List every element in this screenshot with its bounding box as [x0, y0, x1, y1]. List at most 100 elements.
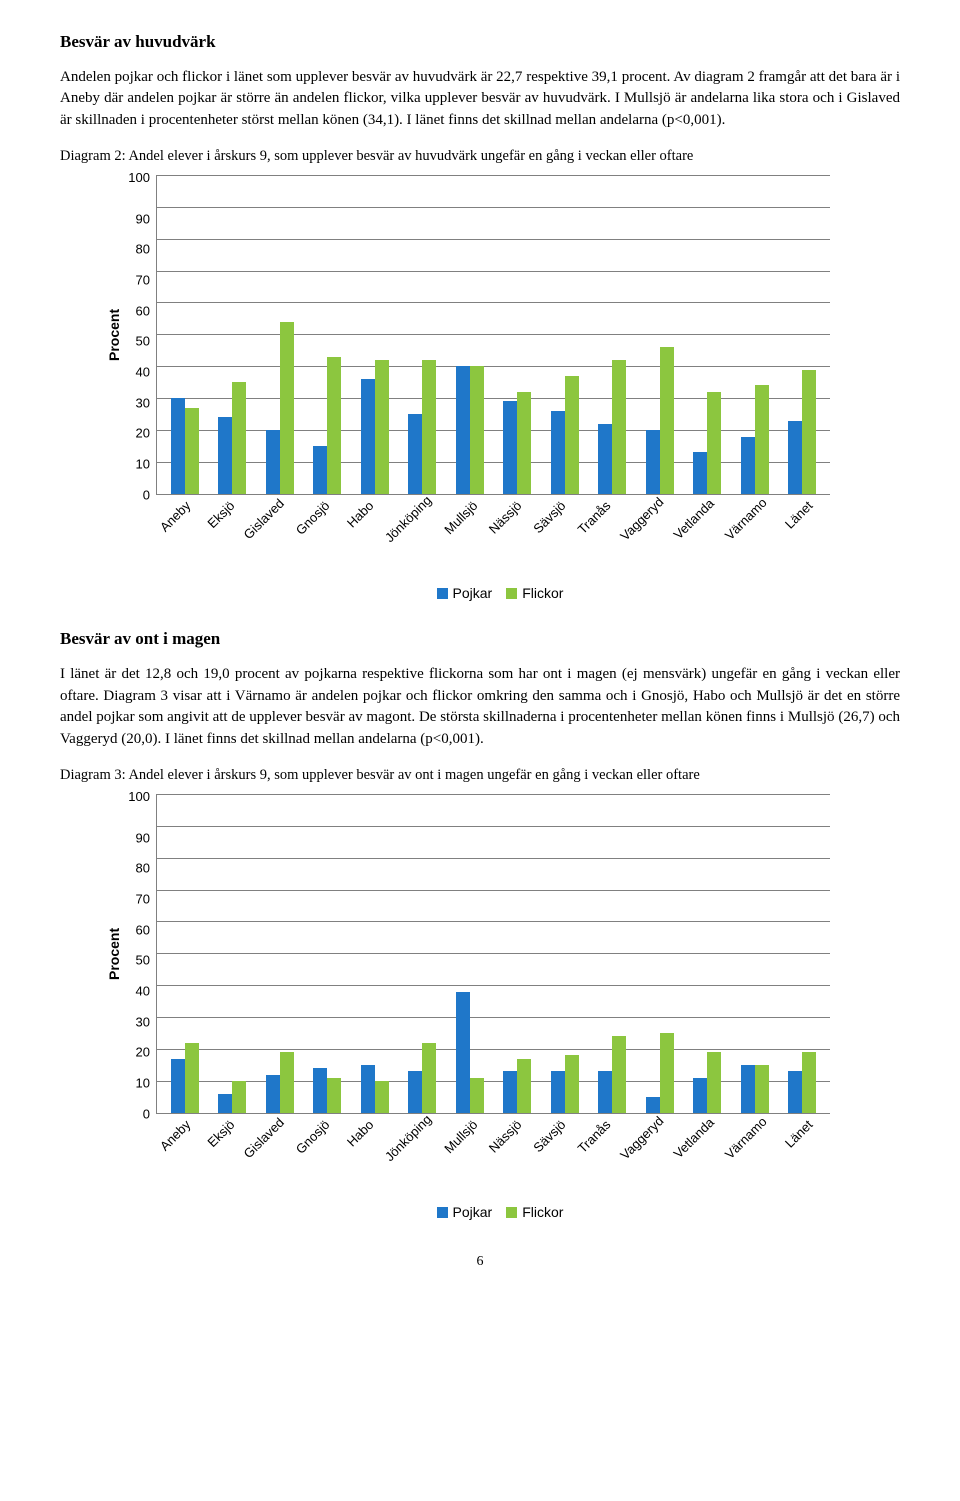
legend-pojkar: Pojkar [437, 583, 493, 603]
bar-group [304, 794, 352, 1113]
chart2-plot [156, 175, 830, 495]
ytick: 50 [128, 954, 150, 967]
section2-para: I länet är det 12,8 och 19,0 procent av … [60, 664, 900, 751]
bar-group [541, 794, 589, 1113]
bar-pojkar [456, 992, 470, 1113]
bar-pojkar [646, 430, 660, 494]
bar-flickor [707, 392, 721, 494]
xtick: Länet [773, 1116, 841, 1184]
bar-pojkar [361, 379, 375, 494]
bar-group [351, 175, 399, 494]
bar-group [684, 794, 732, 1113]
bar-pojkar [598, 424, 612, 494]
bar-group [494, 175, 542, 494]
swatch-flickor-3 [506, 1207, 517, 1218]
ytick: 20 [128, 1046, 150, 1059]
bar-pojkar [408, 1071, 422, 1112]
bar-group [161, 794, 209, 1113]
bar-group [779, 175, 827, 494]
bar-pojkar [503, 401, 517, 494]
ytick: 10 [128, 1077, 150, 1090]
chart3-plot [156, 794, 830, 1114]
bar-pojkar [551, 1071, 565, 1112]
bar-group [779, 794, 827, 1113]
bar-pojkar [788, 1071, 802, 1112]
section1-para: Andelen pojkar och flickor i länet som u… [60, 67, 900, 132]
chart3-legend: Pojkar Flickor [100, 1202, 900, 1222]
bar-flickor [375, 360, 389, 494]
bar-pojkar [313, 1068, 327, 1113]
bar-group [731, 175, 779, 494]
section1-heading: Besvär av huvudvärk [60, 30, 900, 55]
ytick: 40 [128, 366, 150, 379]
bar-pojkar [171, 398, 185, 494]
ytick: 60 [128, 304, 150, 317]
bar-group [399, 794, 447, 1113]
bar-flickor [185, 408, 199, 494]
ytick: 90 [128, 212, 150, 225]
bar-flickor [280, 322, 294, 494]
ytick: 100 [128, 790, 150, 803]
legend-pojkar-label-3: Pojkar [453, 1202, 493, 1222]
ytick: 30 [128, 1015, 150, 1028]
ytick: 0 [128, 488, 150, 501]
chart2: Procent 1009080706050403020100 AnebyEksj… [100, 175, 830, 555]
bar-pojkar [266, 430, 280, 494]
bar-group [161, 175, 209, 494]
bar-flickor [375, 1081, 389, 1113]
ytick: 90 [128, 831, 150, 844]
bar-flickor [232, 382, 246, 494]
bar-group [446, 175, 494, 494]
bar-flickor [802, 370, 816, 494]
chart2-ylabel: Procent [100, 175, 128, 495]
bar-pojkar [693, 1078, 707, 1113]
bar-group [636, 794, 684, 1113]
ytick: 80 [128, 243, 150, 256]
swatch-pojkar [437, 588, 448, 599]
bar-group [684, 175, 732, 494]
bar-flickor [755, 1065, 769, 1113]
ytick: 70 [128, 892, 150, 905]
bar-flickor [565, 1055, 579, 1112]
bar-group [589, 175, 637, 494]
legend-flickor: Flickor [506, 583, 563, 603]
bar-pojkar [646, 1097, 660, 1113]
bar-flickor [660, 347, 674, 494]
bar-flickor [327, 1078, 341, 1113]
bar-pojkar [313, 446, 327, 494]
ytick: 20 [128, 427, 150, 440]
ytick: 100 [128, 171, 150, 184]
bar-flickor [612, 1036, 626, 1113]
bar-group [589, 794, 637, 1113]
bar-pojkar [218, 1094, 232, 1113]
bar-group [209, 175, 257, 494]
chart3-caption: Diagram 3: Andel elever i årskurs 9, som… [60, 765, 900, 786]
bar-pojkar [266, 1075, 280, 1113]
bar-pojkar [361, 1065, 375, 1113]
bar-flickor [280, 1052, 294, 1113]
bar-group [399, 175, 447, 494]
bar-flickor [707, 1052, 721, 1113]
bar-group [351, 794, 399, 1113]
bar-flickor [185, 1043, 199, 1113]
xtick: Länet [773, 497, 841, 565]
legend-flickor-3: Flickor [506, 1202, 563, 1222]
ytick: 50 [128, 335, 150, 348]
bar-pojkar [408, 414, 422, 494]
ytick: 0 [128, 1107, 150, 1120]
bar-flickor [660, 1033, 674, 1113]
bar-pojkar [551, 411, 565, 494]
bar-flickor [470, 1078, 484, 1113]
bar-flickor [802, 1052, 816, 1113]
bar-flickor [422, 360, 436, 494]
bar-pojkar [598, 1071, 612, 1112]
bar-group [209, 794, 257, 1113]
bar-group [541, 175, 589, 494]
bar-flickor [755, 385, 769, 493]
legend-flickor-label: Flickor [522, 583, 563, 603]
bar-pojkar [741, 1065, 755, 1113]
ytick: 80 [128, 862, 150, 875]
chart3-ylabel: Procent [100, 794, 128, 1114]
bar-flickor [327, 357, 341, 494]
swatch-pojkar-3 [437, 1207, 448, 1218]
